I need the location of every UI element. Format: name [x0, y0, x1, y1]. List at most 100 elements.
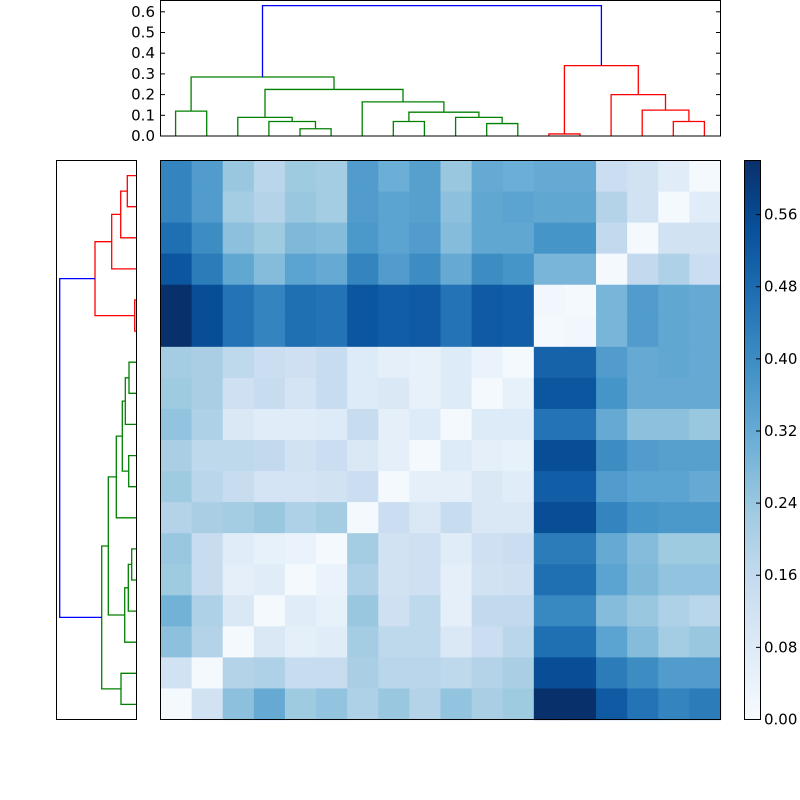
- heatmap-cell: [658, 533, 690, 565]
- heatmap-cell: [284, 315, 317, 348]
- heatmap-cell: [440, 253, 473, 286]
- heatmap-cell: [627, 595, 659, 627]
- heatmap-cell: [347, 657, 379, 690]
- heatmap-cell: [409, 595, 442, 627]
- heatmap-cell: [689, 471, 722, 503]
- heatmap-cell: [471, 408, 504, 441]
- heatmap-cell: [658, 191, 690, 224]
- heatmap-cell: [689, 408, 722, 441]
- heatmap-cell: [347, 377, 379, 410]
- heatmap-cell: [658, 408, 690, 441]
- dendrogram-link: [59, 277, 102, 619]
- dendrogram-link: [237, 116, 293, 136]
- heatmap-cell: [160, 377, 193, 410]
- heatmap-cell: [440, 315, 473, 348]
- heatmap-cell: [658, 657, 690, 690]
- heatmap-cell: [284, 160, 317, 193]
- dendrogram-link: [134, 299, 136, 332]
- heatmap-cell: [533, 502, 566, 534]
- heatmap-cell: [440, 346, 473, 379]
- heatmap-cell: [378, 502, 410, 534]
- heatmap-cell: [596, 533, 628, 565]
- heatmap-cell: [564, 595, 597, 627]
- heatmap-cell: [440, 595, 473, 627]
- heatmap-cell: [409, 253, 442, 286]
- heatmap-cell: [160, 502, 193, 534]
- heatmap-cell: [502, 502, 535, 534]
- colorbar-ticks: 0.00 0.08 0.16 0.24 0.32 0.40 0.48 0.56: [756, 206, 797, 729]
- heatmap-cell: [409, 284, 442, 317]
- heatmap-cell: [222, 595, 255, 627]
- heatmap-cell: [533, 377, 566, 410]
- heatmap-cell: [627, 440, 659, 472]
- heatmap-cell: [191, 440, 224, 472]
- heatmap-cell: [316, 377, 348, 410]
- heatmap-cell: [689, 533, 722, 565]
- heatmap-cell: [596, 377, 628, 410]
- heatmap-cell: [533, 284, 566, 317]
- heatmap-cell: [502, 688, 535, 721]
- heatmap-cell: [689, 440, 722, 472]
- heatmap-cell: [533, 595, 566, 627]
- dendrogram-link: [672, 120, 706, 136]
- heatmap-cell: [284, 377, 317, 410]
- heatmap-cell: [160, 284, 193, 317]
- heatmap-cell: [409, 377, 442, 410]
- heatmap-cell: [284, 626, 317, 658]
- heatmap-cell: [596, 191, 628, 224]
- heatmap-cell: [689, 160, 722, 193]
- dendrogram-link: [128, 454, 136, 488]
- heatmap-cell: [689, 626, 722, 658]
- heatmap-cell: [222, 160, 255, 193]
- dendrogram-link: [131, 548, 136, 581]
- heatmap-cell: [689, 377, 722, 410]
- heatmap-cell: [533, 253, 566, 286]
- heatmap-cell: [316, 408, 348, 441]
- heatmap-cell: [222, 346, 255, 379]
- row-dendrogram-links: [59, 174, 136, 706]
- heatmap-cell: [253, 346, 286, 379]
- heatmap-cell: [627, 377, 659, 410]
- y-tick-label: 0.2: [131, 86, 155, 104]
- heatmap-cell: [596, 502, 628, 534]
- heatmap-cell: [409, 160, 442, 193]
- heatmap-cell: [347, 533, 379, 565]
- heatmap-cell: [689, 688, 722, 721]
- heatmap-cell: [440, 688, 473, 721]
- heatmap-cell: [564, 408, 597, 441]
- heatmap-cell: [689, 315, 722, 348]
- y-tick-label: 0.0: [131, 127, 155, 145]
- heatmap-cell: [533, 440, 566, 472]
- heatmap-cell: [222, 657, 255, 690]
- heatmap-cell: [564, 222, 597, 255]
- heatmap-cell: [253, 595, 286, 627]
- heatmap-cell: [222, 564, 255, 596]
- row-dendrogram: [56, 160, 137, 720]
- heatmap-cell: [378, 626, 410, 658]
- heatmap-cell: [502, 253, 535, 286]
- dendrogram-link: [190, 76, 335, 112]
- heatmap-cell: [502, 564, 535, 596]
- dendrogram-link: [641, 109, 690, 136]
- heatmap-cell: [564, 471, 597, 503]
- heatmap-cell: [689, 657, 722, 690]
- heatmap-cell: [253, 688, 286, 721]
- dendrogram-link: [174, 110, 208, 136]
- heatmap-cell: [191, 222, 224, 255]
- heatmap-cell: [347, 564, 379, 596]
- heatmap-cell: [564, 315, 597, 348]
- heatmap-cell: [191, 626, 224, 658]
- heatmap-cell: [689, 595, 722, 627]
- dendrogram-link: [124, 377, 136, 426]
- heatmap-cell: [564, 253, 597, 286]
- heatmap-cell: [253, 253, 286, 286]
- heatmap-cell: [347, 688, 379, 721]
- heatmap-cell: [596, 564, 628, 596]
- heatmap: [160, 160, 722, 721]
- heatmap-cell: [253, 160, 286, 193]
- heatmap-cell: [440, 408, 473, 441]
- heatmap-cell: [253, 502, 286, 534]
- heatmap-cell: [378, 595, 410, 627]
- heatmap-cell: [316, 502, 348, 534]
- heatmap-cell: [658, 595, 690, 627]
